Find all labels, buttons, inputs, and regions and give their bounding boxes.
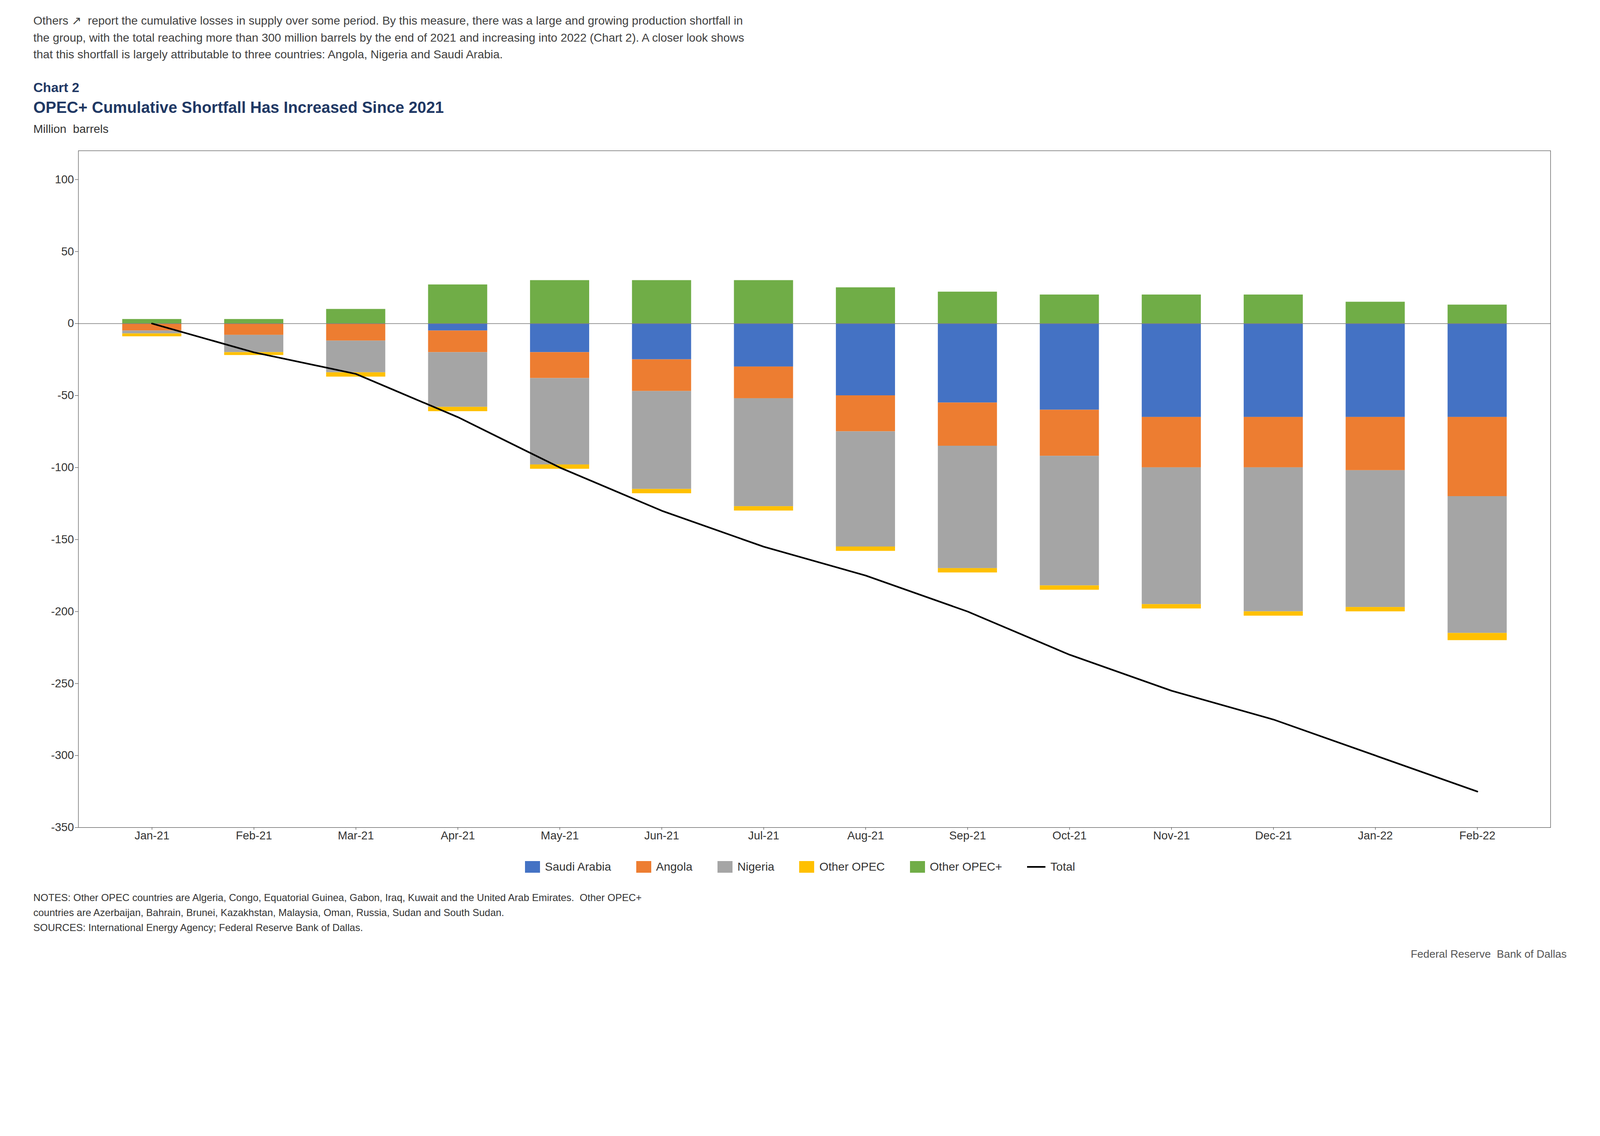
svg-text:Jun-21: Jun-21 [644,829,680,843]
html-text:Nigeria: Nigeria [737,860,775,874]
svg-text:-100: -100 [51,460,75,474]
html-text:OPEC+ Cumulative Shortfall Has: OPEC+ Cumulative Shortfall Has Increased… [33,98,444,117]
html-text:Angola: Angola [656,860,693,874]
svg-text:-200: -200 [51,605,75,618]
html-text:Total: Total [1050,860,1076,874]
svg-text:Sep-21: Sep-21 [949,829,986,843]
html-text:NOTES: Other OPEC countries ar: NOTES: Other OPEC countries are Algeria,… [33,891,642,934]
svg-text:Jan-21: Jan-21 [134,829,170,843]
svg-text:50: 50 [61,244,74,258]
html-text:Million barrels: Million barrels [33,122,109,136]
html-text:Saudi Arabia: Saudi Arabia [544,860,612,874]
html-text:Other OPEC+: Other OPEC+ [929,860,1003,874]
svg-text:100: 100 [55,172,75,186]
html-text:Federal Reserve Bank of Dallas: Federal Reserve Bank of Dallas [1410,947,1567,961]
html-text:Chart 2: Chart 2 [33,79,80,95]
svg-text:Mar-21: Mar-21 [337,829,375,843]
html-text:that this shortfall is largely: that this shortfall is largely attributa… [33,48,503,61]
svg-text:Jul-21: Jul-21 [748,829,780,843]
svg-text:Aug-21: Aug-21 [847,829,884,843]
svg-text:-150: -150 [51,532,75,546]
html-text:Others ↗ report the cumulative: Others ↗ report the cumulative losses in… [33,14,743,28]
svg-text:-250: -250 [51,676,75,690]
html-text:the group, with the total reac: the group, with the total reaching more … [33,31,745,44]
svg-text:Jan-22: Jan-22 [1357,829,1393,843]
svg-text:Dec-21: Dec-21 [1255,829,1292,843]
svg-text:-350: -350 [51,820,75,834]
html-text:Other OPEC: Other OPEC [819,860,885,874]
svg-text:-300: -300 [51,748,75,762]
svg-text:Feb-22: Feb-22 [1459,829,1496,843]
svg-text:-50: -50 [57,388,75,402]
svg-text:Nov-21: Nov-21 [1152,829,1190,843]
svg-text:Feb-21: Feb-21 [235,829,273,843]
svg-text:0: 0 [67,316,74,330]
svg-text:Oct-21: Oct-21 [1052,829,1087,843]
svg-text:May-21: May-21 [540,829,579,843]
svg-text:Apr-21: Apr-21 [440,829,475,843]
